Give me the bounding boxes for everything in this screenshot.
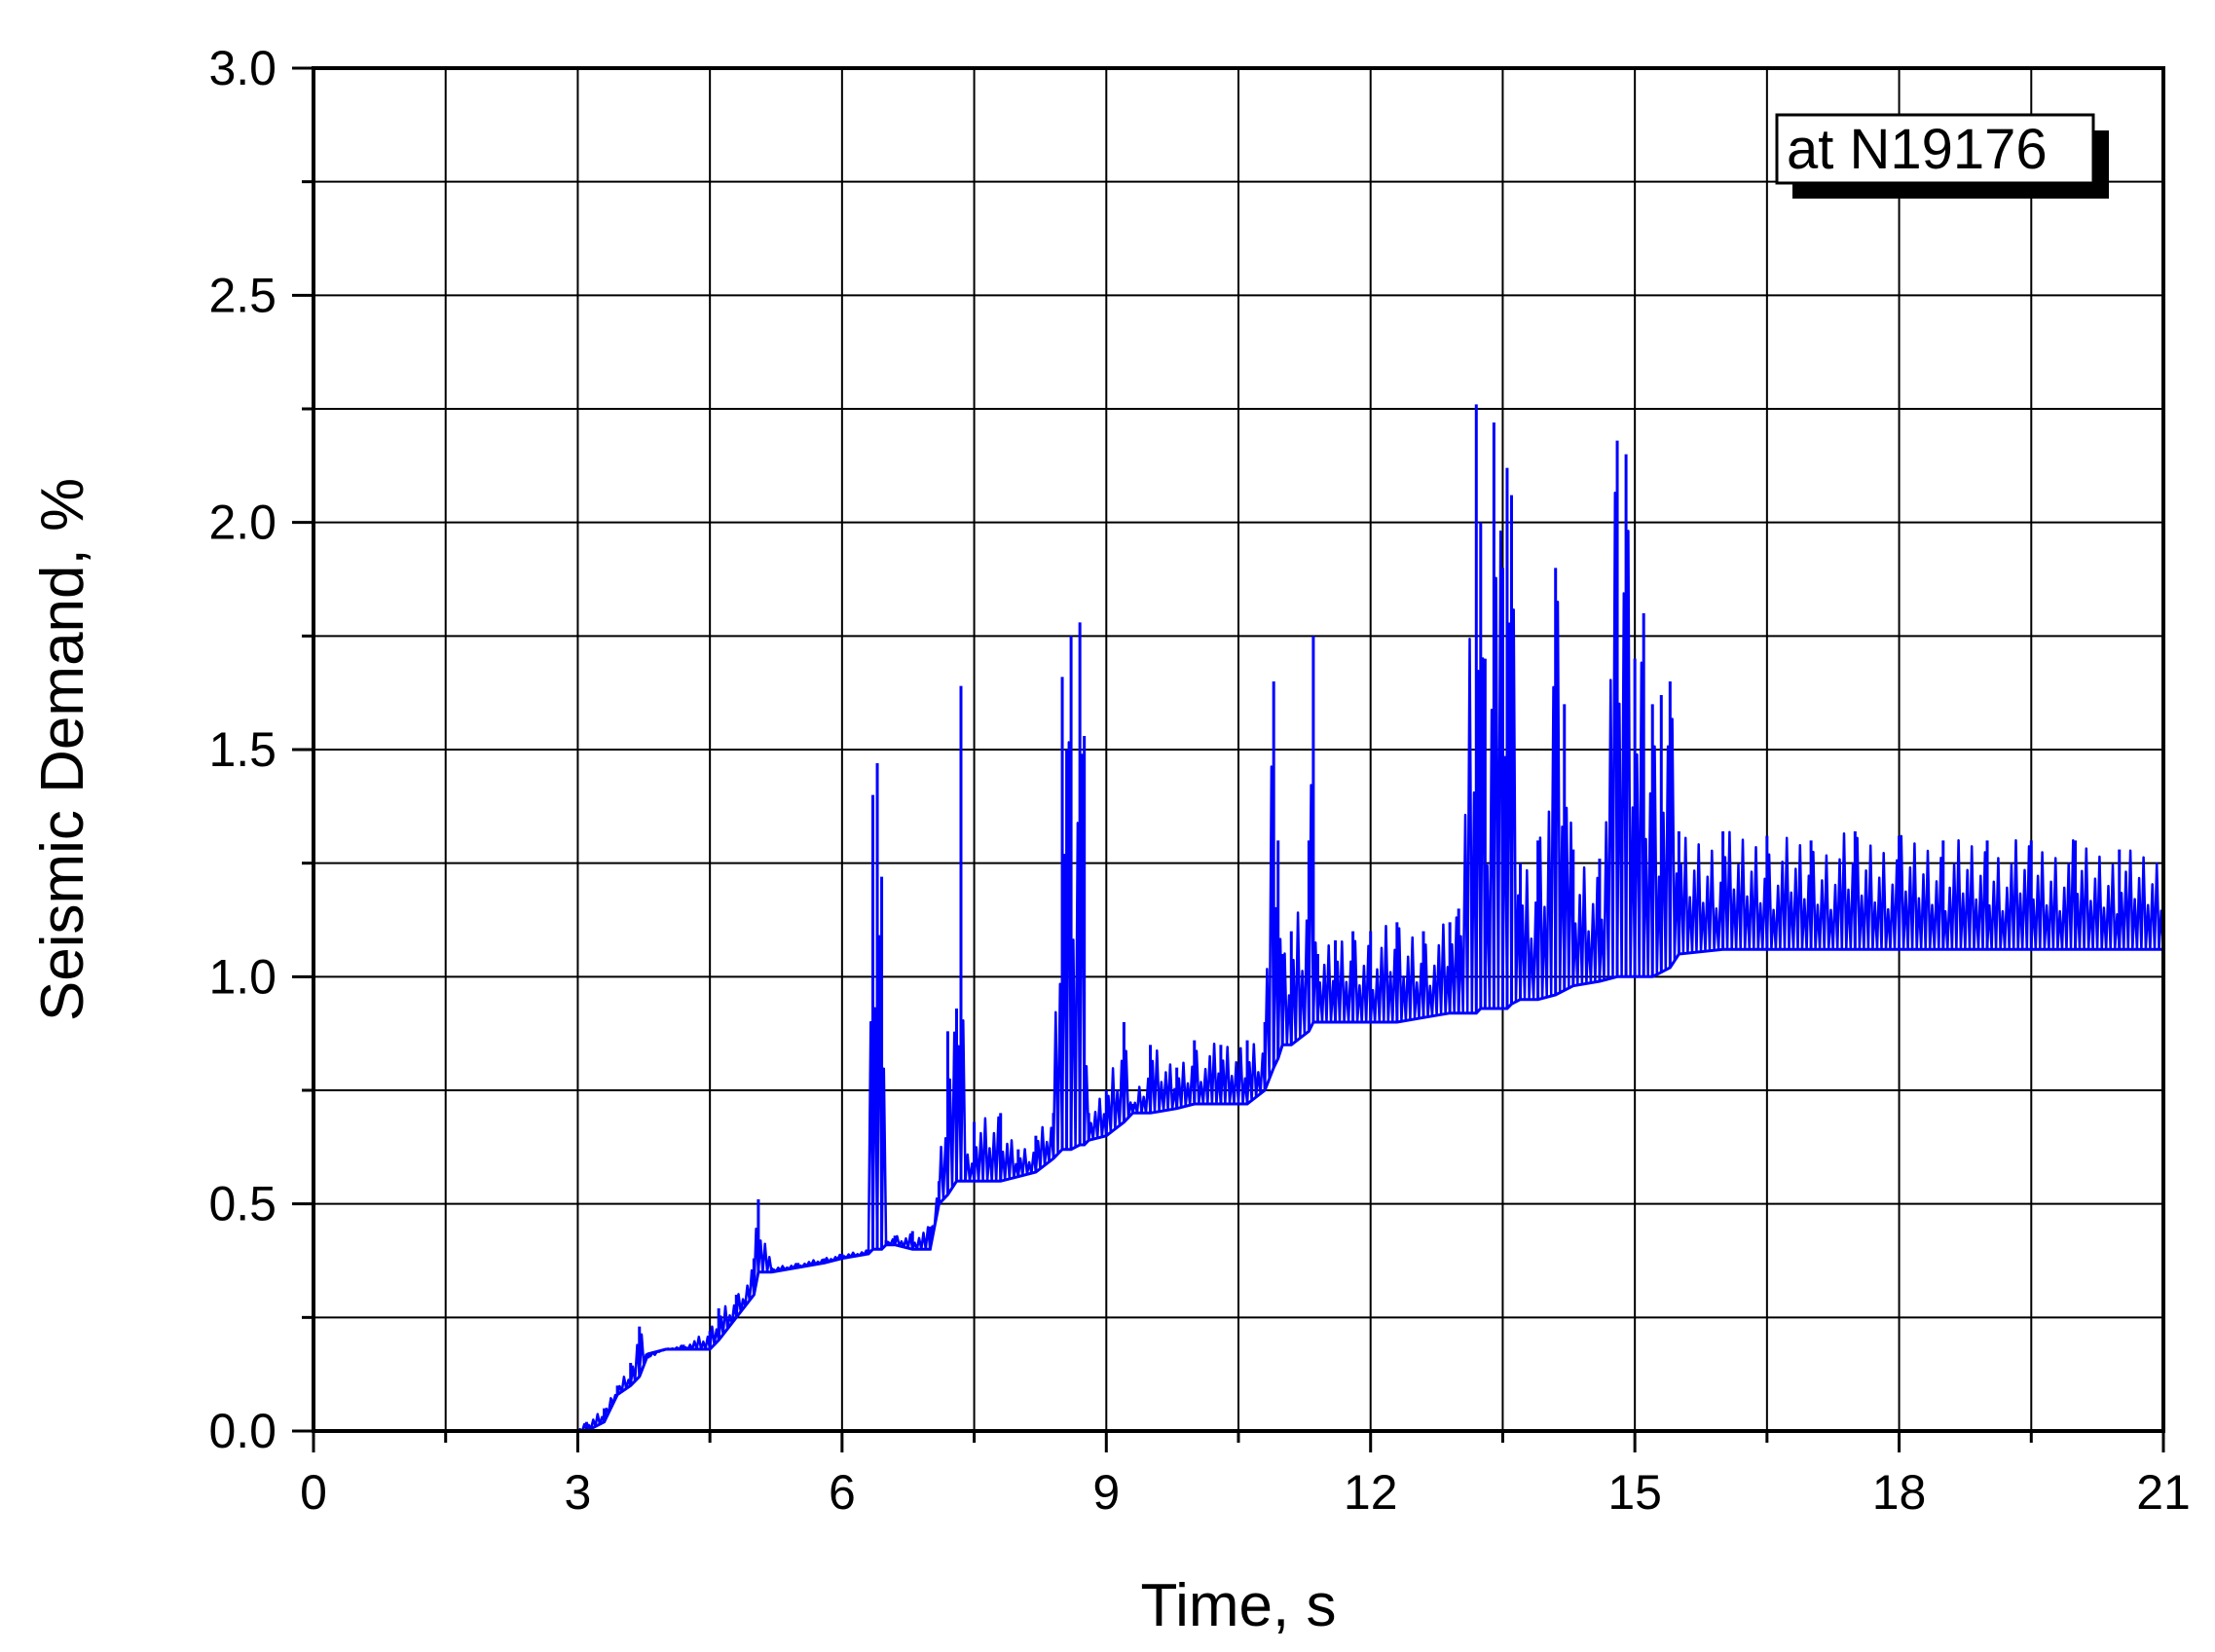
annotation-box: at N19176	[1775, 113, 2109, 199]
x-tick-label: 21	[2136, 1465, 2191, 1520]
grid	[314, 68, 2163, 1431]
y-tick-label: 3.0	[208, 41, 277, 95]
tick-labels: 0 3 6 9 12 15 18 21 0.0 0.5 1.0 1.5 2.0 2.5 3.0	[208, 41, 2190, 1520]
x-tick-label: 3	[565, 1465, 592, 1520]
x-tick-label: 6	[829, 1465, 856, 1520]
y-tick-label: 2.0	[208, 496, 277, 550]
series-baseline	[314, 947, 2163, 1433]
y-tick-label: 1.5	[208, 722, 277, 777]
x-tick-label: 15	[1607, 1465, 1662, 1520]
y-tick-label: 0.5	[208, 1177, 277, 1231]
annotation-frame	[1775, 113, 2095, 185]
y-tick-label: 1.0	[208, 949, 277, 1004]
axis-ticks	[292, 66, 2165, 1452]
annotation-label: at N19176	[1787, 118, 2048, 181]
x-axis-title: Time, s	[1141, 1572, 1337, 1639]
x-tick-label: 0	[300, 1465, 327, 1520]
x-tick-label: 18	[1872, 1465, 1927, 1520]
y-axis-title: Seismic Demand, %	[29, 478, 96, 1021]
y-tick-label: 2.5	[208, 268, 277, 322]
x-tick-label: 12	[1344, 1465, 1398, 1520]
x-tick-label: 9	[1092, 1465, 1120, 1520]
y-tick-label: 0.0	[208, 1404, 277, 1458]
